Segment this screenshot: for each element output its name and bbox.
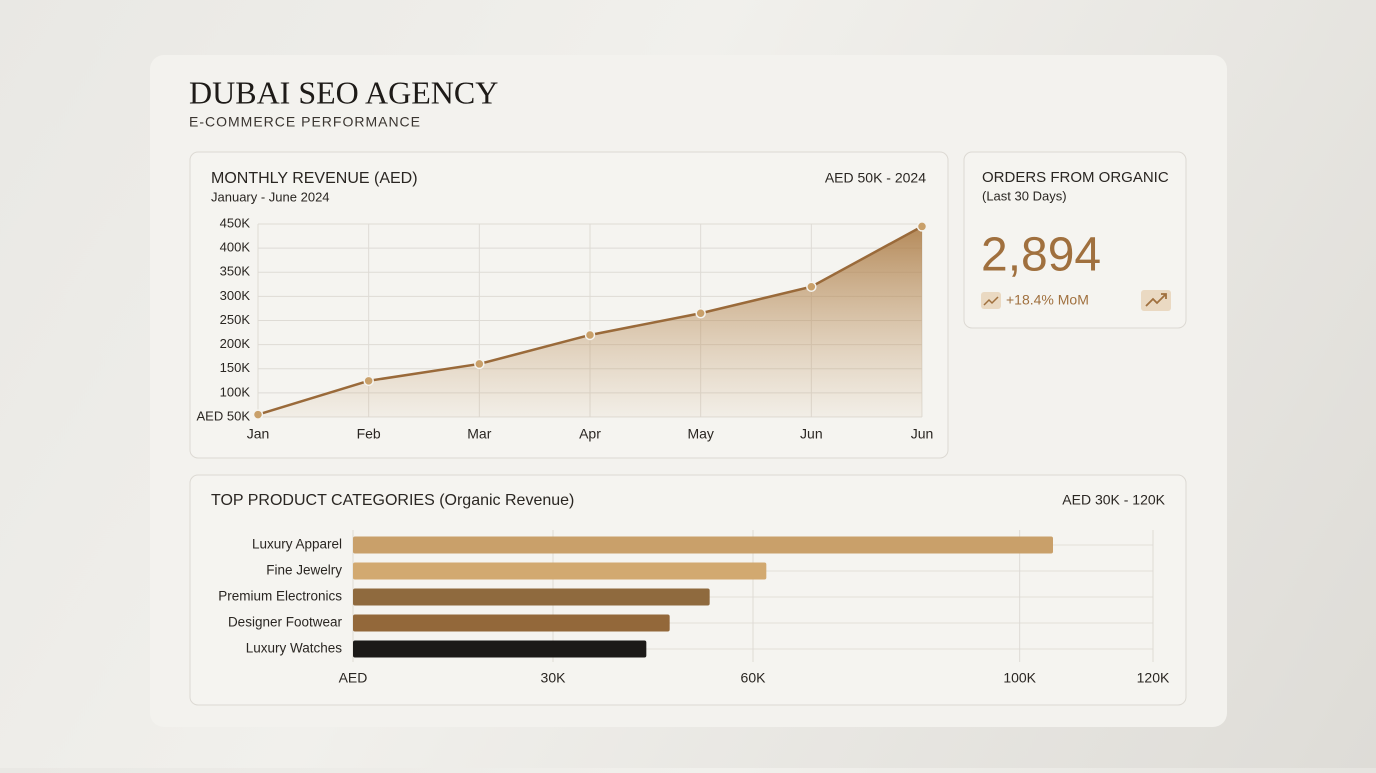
kpi-period: (Last 30 Days) [982, 188, 1067, 203]
bar [353, 588, 710, 606]
y-tick-label: Designer Footwear [228, 615, 343, 630]
title: DUBAI SEO AGENCY [189, 74, 498, 110]
trend-button [1145, 293, 1167, 307]
x-tick-label: 30K [541, 670, 567, 686]
y-tick-label: 350K [220, 264, 251, 279]
line-range: AED 50K - 2024 [825, 170, 926, 186]
x-tick-label: Apr [579, 426, 601, 442]
line-title: MONTHLY REVENUE (AED) [211, 170, 418, 187]
x-tick-label: 120K [1137, 670, 1170, 686]
point [363, 375, 374, 387]
bar-title: TOP PRODUCT CATEGORIES (Organic Revenue) [211, 492, 574, 509]
x-tick-label: 60K [741, 670, 767, 686]
point [806, 281, 817, 292]
point [252, 409, 264, 420]
point [474, 358, 485, 370]
x-tick-label: 100K [1003, 670, 1036, 686]
kpi-change: +18.4% MoM [1006, 292, 1089, 308]
bar-range: AED 30K - 120K [1062, 492, 1165, 508]
area [258, 226, 922, 417]
y-tick-label: AED 50K [197, 408, 251, 423]
y-tick-label: 200K [220, 336, 251, 351]
y-tick-label: Luxury Apparel [252, 537, 342, 552]
bar [353, 640, 647, 658]
y-tick-label: 100K [220, 384, 251, 399]
trend-icon-bg [981, 292, 1001, 309]
x-tick-label: Feb [357, 426, 381, 442]
subtitle: E-COMMERCE PERFORMANCE [189, 114, 421, 130]
x-tick-label: Jan [247, 426, 270, 442]
x-tick-label: AED [339, 670, 368, 686]
x-tick-label: Jun [800, 426, 823, 442]
point [584, 329, 596, 341]
y-tick-label: 250K [220, 312, 251, 327]
x-tick-label: May [687, 426, 713, 442]
y-tick-label: Luxury Watches [246, 641, 343, 656]
bar [353, 562, 767, 580]
point [916, 221, 928, 232]
y-tick-label: 300K [220, 288, 251, 303]
y-tick-label: Premium Electronics [218, 589, 342, 604]
line-subtitle: January - June 2024 [211, 189, 330, 204]
kpi-value: 2,894 [981, 229, 1101, 282]
x-tick-label: Mar [467, 426, 491, 442]
bar [353, 536, 1053, 554]
y-tick-label: 450K [220, 215, 251, 230]
kpi-title: ORDERS FROM ORGANIC [982, 169, 1169, 186]
x-tick-label: Jun [911, 426, 934, 442]
trend-icon [983, 296, 999, 306]
y-tick-label: 400K [220, 240, 251, 255]
point [695, 308, 706, 319]
y-tick-label: Fine Jewelry [266, 563, 342, 578]
kpi-panel [963, 151, 1187, 329]
bar [353, 614, 670, 632]
y-tick-label: 150K [220, 360, 251, 375]
